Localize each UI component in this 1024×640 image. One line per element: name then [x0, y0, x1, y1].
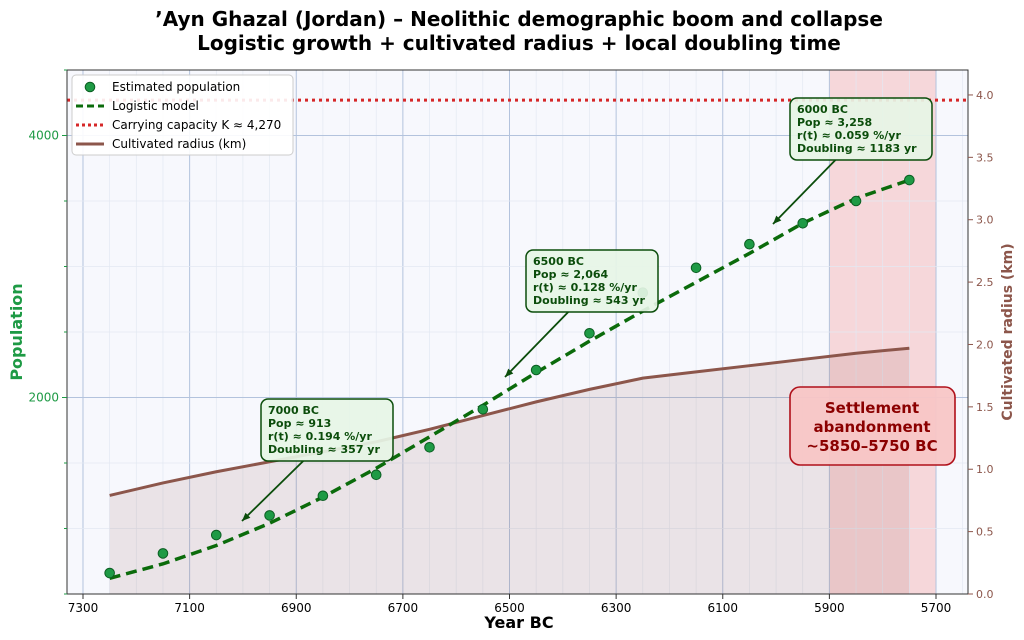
y2-tick-label: 0.5: [976, 526, 994, 539]
population-point: [477, 403, 489, 415]
x-tick-label: 6700: [388, 601, 419, 615]
legend-entry: Estimated population: [112, 80, 240, 94]
legend-entry: Logistic model: [112, 99, 199, 113]
annotation-box: [789, 97, 933, 161]
annotation-box: [525, 249, 659, 313]
annotation-arrowhead: [505, 368, 514, 377]
legend: Estimated population Logistic model Carryi…: [71, 74, 294, 156]
y2-tick-label: 2.0: [976, 338, 994, 351]
y2-tick-label: 3.0: [976, 214, 994, 227]
population-point: [104, 567, 115, 579]
x-tick-label: 6900: [281, 601, 312, 615]
y-tick-label: 2000: [28, 391, 59, 405]
legend-entry: Cultivated radius (km): [112, 137, 246, 151]
annotation-text: Pop ≈ 913: [268, 417, 331, 430]
y2-tick-label: 2.5: [976, 276, 994, 289]
population-point: [744, 238, 755, 250]
annotation-text: Pop ≈ 2,064: [533, 268, 609, 281]
chart-subtitle: Logistic growth + cultivated radius + lo…: [197, 31, 841, 55]
y2-axis-label: Cultivated radius (km): [1000, 243, 1016, 420]
annotation-text: Doubling ≈ 357 yr: [268, 443, 380, 456]
chart-title: ’Ayn Ghazal (Jordan) – Neolithic demogra…: [155, 7, 883, 31]
population-point: [424, 441, 435, 453]
population-point: [264, 510, 275, 521]
legend-marker: [84, 81, 96, 93]
x-tick-label: 6500: [494, 601, 525, 615]
population-point: [370, 469, 382, 481]
y2-tick-label: 3.5: [976, 151, 994, 164]
annotation-text: Doubling ≈ 543 yr: [533, 294, 645, 307]
cultivated-radius-line: [109, 346, 910, 497]
x-tick-label: 7100: [174, 601, 205, 615]
x-tick-label: 6100: [707, 601, 738, 615]
abandonment-box: [789, 386, 956, 466]
x-tick-label: 6300: [601, 601, 632, 615]
grid-layer: [67, 69, 968, 595]
annotation-text: Doubling ≈ 1183 yr: [797, 142, 917, 155]
annotation-box: [260, 398, 394, 462]
annotation-text: r(t) ≈ 0.059 %/yr: [797, 129, 901, 142]
y2-tick-label: 0.0: [976, 588, 994, 601]
annotation-text: 6500 BC: [533, 255, 584, 268]
annotation-arrow: [772, 159, 837, 225]
population-point: [690, 262, 702, 274]
x-axis-label: Year BC: [483, 613, 553, 632]
annotation-text: r(t) ≈ 0.194 %/yr: [268, 430, 372, 443]
logistic-model-line: [109, 178, 910, 580]
y2-tick-label: 1.5: [976, 401, 994, 414]
annotation-arrow: [504, 311, 569, 378]
population-point: [850, 195, 862, 207]
legend-entry: Carrying capacity K ≈ 4,270: [112, 118, 281, 132]
y-axis-label: Population: [7, 283, 26, 380]
abandonment-text: abandonment: [813, 418, 930, 436]
x-tick-label: 5700: [921, 601, 952, 615]
y2-tick-label: 4.0: [976, 89, 994, 102]
annotation-arrowhead: [773, 215, 782, 224]
population-point: [530, 364, 542, 376]
population-point: [210, 529, 222, 541]
cultivated-radius-area: [109, 348, 910, 594]
annotation-text: 7000 BC: [268, 404, 319, 417]
legend-frame: [71, 74, 294, 156]
annotation-arrowhead: [242, 512, 251, 521]
annotation-text: Pop ≈ 3,258: [797, 116, 872, 129]
y-tick-label: 4000: [28, 129, 59, 143]
x-tick-label: 7300: [68, 601, 99, 615]
annotation-text: 6000 BC: [797, 103, 848, 116]
annotation-text: r(t) ≈ 0.128 %/yr: [533, 281, 637, 294]
annotation-arrow: [241, 460, 304, 522]
x-tick-label: 5900: [814, 601, 845, 615]
y2-tick-label: 1.0: [976, 463, 994, 476]
abandonment-text: ~5850–5750 BC: [806, 437, 937, 455]
axes-layer: 7300 7100 6900 6700 6500 6300 6100 5900 5700 2000…: [28, 69, 994, 615]
population-point: [584, 328, 595, 339]
population-point: [317, 490, 329, 502]
abandonment-text: Settlement: [825, 399, 919, 417]
population-point: [904, 174, 915, 186]
population-point: [797, 217, 809, 229]
population-point: [157, 548, 169, 559]
